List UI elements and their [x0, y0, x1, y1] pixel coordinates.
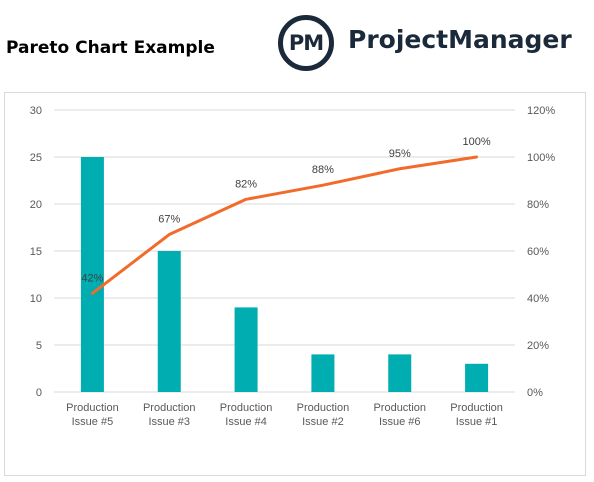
cumulative-line	[90, 155, 479, 295]
data-label: 100%	[463, 136, 491, 148]
x-tick-label: Production	[220, 402, 273, 414]
y2-tick-label: 120%	[527, 105, 555, 117]
y-tick-label: 30	[30, 105, 42, 117]
bar	[80, 157, 104, 392]
x-tick-label: Issue #1	[456, 416, 498, 428]
y2-tick-label: 20%	[527, 340, 549, 352]
x-tick-label: Issue #2	[302, 416, 344, 428]
data-label: 88%	[312, 164, 334, 176]
x-tick-label: Production	[450, 402, 503, 414]
y2-tick-label: 0%	[527, 387, 543, 399]
x-tick-label: Issue #4	[225, 416, 267, 428]
data-label: 95%	[389, 148, 411, 160]
bar	[465, 363, 489, 392]
x-tick-label: Issue #3	[148, 416, 190, 428]
y-tick-label: 0	[36, 387, 42, 399]
data-label: 67%	[158, 214, 180, 226]
bar	[234, 307, 258, 392]
page-title: Pareto Chart Example	[6, 38, 215, 58]
y2-tick-label: 60%	[527, 246, 549, 258]
brand-name: ProjectManager	[348, 25, 572, 54]
y-tick-label: 20	[30, 199, 42, 211]
x-tick-label: Production	[373, 402, 426, 414]
chart-frame	[4, 92, 586, 476]
data-label: 42%	[81, 272, 103, 284]
pm-logo-icon: PM	[278, 15, 334, 71]
y2-tick-label: 100%	[527, 152, 555, 164]
y2-tick-label: 80%	[527, 199, 549, 211]
bar	[311, 354, 335, 392]
x-tick-label: Production	[297, 402, 350, 414]
x-tick-label: Production	[66, 402, 119, 414]
x-tick-label: Production	[143, 402, 196, 414]
brand-logo: PM ProjectManager	[278, 15, 578, 77]
y-tick-label: 15	[30, 246, 42, 258]
y-tick-label: 10	[30, 293, 42, 305]
bar	[388, 354, 412, 392]
y2-tick-label: 40%	[527, 293, 549, 305]
y-tick-label: 25	[30, 152, 42, 164]
data-label: 82%	[235, 178, 257, 190]
bar	[157, 251, 181, 392]
x-tick-label: Issue #6	[379, 416, 421, 428]
y-tick-label: 5	[36, 340, 42, 352]
x-tick-label: Issue #5	[72, 416, 114, 428]
